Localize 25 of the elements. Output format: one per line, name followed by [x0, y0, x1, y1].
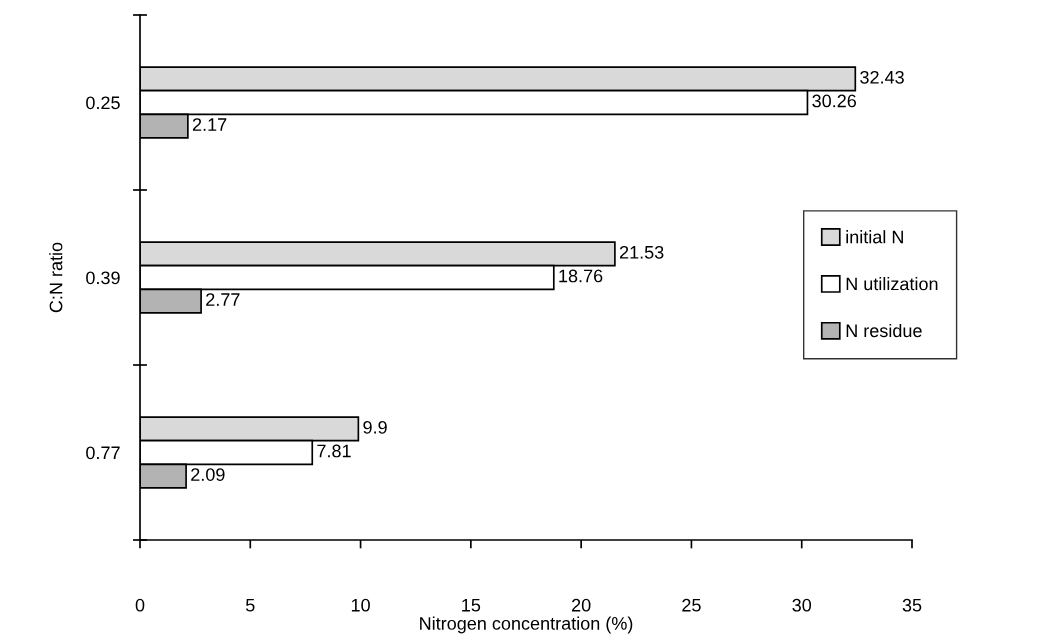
x-tick-label: 30 — [792, 598, 812, 612]
data-label: 2.77 — [206, 293, 240, 306]
data-label: 18.76 — [559, 269, 603, 283]
x-tick-label: 35 — [902, 598, 922, 612]
x-tick-label: 15 — [462, 599, 481, 612]
x-tick-label: 20 — [572, 598, 591, 612]
y-tick-label: 0.77 — [86, 446, 120, 460]
data-label: 2.09 — [191, 468, 225, 481]
x-axis-title: Nitrogen concentration (%) — [420, 616, 633, 634]
x-tick-label: 10 — [351, 598, 370, 612]
y-tick-label: 0.25 — [86, 96, 120, 110]
x-tick-label: 5 — [245, 599, 255, 612]
legend-label: N residue — [846, 323, 922, 338]
x-tick-label: 0 — [135, 598, 145, 612]
data-label: 30.26 — [812, 94, 857, 108]
x-tick-label: 25 — [682, 598, 701, 612]
data-label: 7.81 — [317, 444, 351, 458]
data-label: 21.53 — [619, 245, 664, 259]
data-label: 9.9 — [363, 420, 387, 434]
y-axis-title: C:N ratio — [49, 242, 63, 313]
y-tick-label: 0.39 — [86, 271, 120, 285]
data-label: 2.17 — [192, 118, 227, 131]
legend-label: N utilization — [846, 277, 938, 291]
data-label: 32.43 — [860, 70, 904, 84]
legend-label: initial N — [846, 230, 903, 244]
